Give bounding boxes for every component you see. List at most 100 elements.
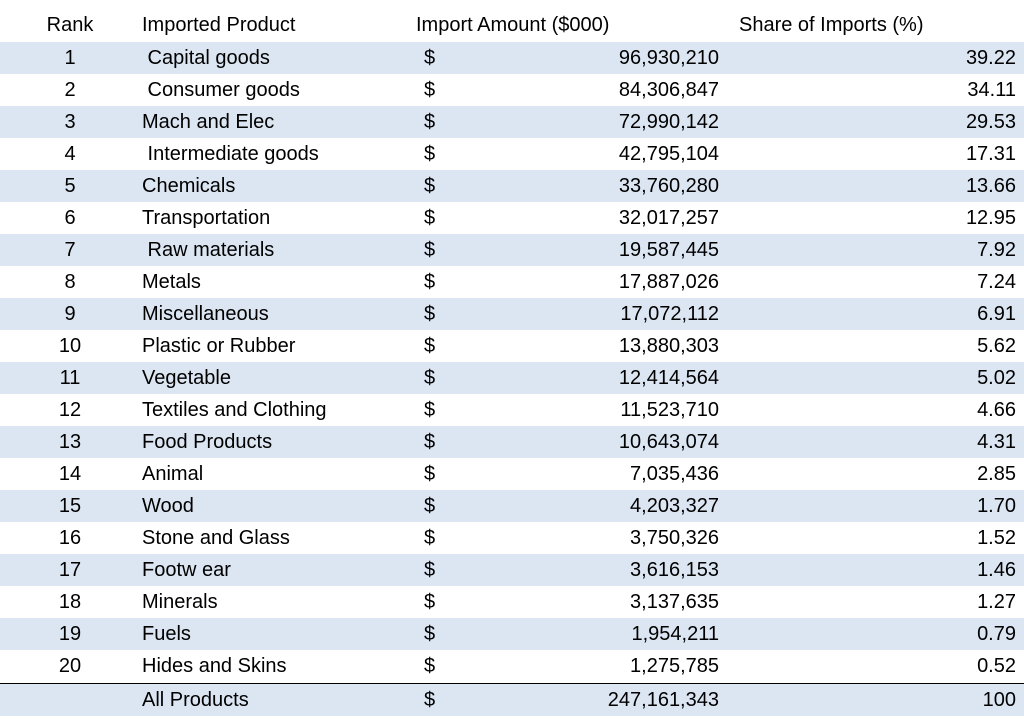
cell-import-amount: 96,930,210 [618, 47, 719, 69]
table-row: 7 Raw materials $19,587,445 7.92 [0, 234, 1024, 266]
cell-currency-symbol: $ [424, 79, 436, 101]
cell-import-amount: 32,017,257 [618, 207, 719, 229]
cell-import-amount: 1,954,211 [631, 623, 720, 645]
cell-share: 39.22 [965, 47, 1016, 69]
cell-currency-symbol: $ [424, 559, 436, 581]
cell-currency-symbol: $ [424, 175, 436, 197]
cell-share: 1.70 [977, 495, 1016, 517]
table-row: 15 Wood $4,203,327 1.70 [0, 490, 1024, 522]
cell-share: 0.52 [977, 655, 1016, 677]
cell-currency-symbol: $ [424, 47, 436, 69]
cell-rank: 12 [58, 399, 82, 421]
cell-import-amount: 10,643,074 [618, 431, 719, 453]
total-share: 100 [982, 689, 1016, 711]
total-rank [38, 684, 102, 716]
cell-import-amount: 13,880,303 [618, 335, 719, 357]
cell-share: 13.66 [965, 175, 1016, 197]
cell-share: 7.24 [977, 271, 1016, 293]
table-row: 18 Minerals $3,137,635 1.27 [0, 586, 1024, 618]
cell-product: Capital goods [142, 47, 270, 69]
cell-share: 5.62 [977, 335, 1016, 357]
cell-product: Wood [142, 495, 194, 517]
cell-share: 6.91 [977, 303, 1016, 325]
total-row: All Products $ 247,161,343 100 [0, 684, 1024, 716]
table-row: 20 Hides and Skins $1,275,785 0.52 [0, 650, 1024, 682]
cell-share: 1.27 [977, 591, 1016, 613]
cell-rank: 13 [58, 431, 82, 453]
cell-share: 1.52 [977, 527, 1016, 549]
cell-import-amount: 72,990,142 [618, 111, 719, 133]
cell-import-amount: 3,137,635 [630, 591, 719, 613]
cell-rank: 6 [64, 207, 76, 229]
table-row: 8 Metals $17,887,026 7.24 [0, 266, 1024, 298]
table-row: 11 Vegetable $12,414,564 5.02 [0, 362, 1024, 394]
cell-share: 5.02 [977, 367, 1016, 389]
cell-currency-symbol: $ [424, 303, 436, 325]
header-share-of-imports: Share of Imports (%) [739, 14, 924, 36]
total-import-amount: 247,161,343 [607, 689, 719, 711]
cell-currency-symbol: $ [424, 335, 436, 357]
cell-import-amount: 19,587,445 [618, 239, 719, 261]
table-row: 9 Miscellaneous $17,072,112 6.91 [0, 298, 1024, 330]
table-row: 13 Food Products $10,643,074 4.31 [0, 426, 1024, 458]
cell-share: 2.85 [977, 463, 1016, 485]
cell-share: 34.11 [967, 79, 1016, 101]
cell-currency-symbol: $ [424, 367, 436, 389]
cell-currency-symbol: $ [424, 143, 436, 165]
cell-import-amount: 84,306,847 [618, 79, 719, 101]
cell-rank: 17 [58, 559, 82, 581]
header-rank: Rank [46, 14, 94, 36]
cell-import-amount: 1,275,785 [630, 655, 719, 677]
cell-product: Intermediate goods [142, 143, 319, 165]
cell-currency-symbol: $ [424, 495, 436, 517]
cell-product: Metals [142, 271, 201, 293]
cell-rank: 19 [58, 623, 82, 645]
cell-product: Textiles and Clothing [142, 399, 327, 421]
cell-rank: 5 [64, 175, 76, 197]
cell-import-amount: 42,795,104 [618, 143, 719, 165]
cell-rank: 14 [58, 463, 82, 485]
cell-rank: 8 [64, 271, 76, 293]
cell-share: 12.95 [965, 207, 1016, 229]
cell-currency-symbol: $ [424, 239, 436, 261]
cell-rank: 15 [58, 495, 82, 517]
cell-currency-symbol: $ [424, 655, 436, 677]
cell-rank: 11 [59, 367, 81, 389]
cell-import-amount: 3,616,153 [630, 559, 719, 581]
cell-product: Food Products [142, 431, 273, 453]
table-row: 10 Plastic or Rubber $13,880,303 5.62 [0, 330, 1024, 362]
cell-currency-symbol: $ [424, 463, 436, 485]
cell-rank: 1 [64, 47, 76, 69]
table-row: 1 Capital goods $96,930,210 39.22 [0, 42, 1024, 74]
cell-rank: 4 [64, 143, 76, 165]
header-imported-product: Imported Product [142, 14, 296, 36]
cell-share: 29.53 [965, 111, 1016, 133]
cell-import-amount: 3,750,326 [630, 527, 719, 549]
table-row: 2 Consumer goods $84,306,847 34.11 [0, 74, 1024, 106]
cell-product: Chemicals [142, 175, 236, 197]
total-product-label: All Products [142, 689, 249, 711]
cell-product: Plastic or Rubber [142, 335, 296, 357]
table-row: 12 Textiles and Clothing $11,523,710 4.66 [0, 394, 1024, 426]
header-import-amount: Import Amount ($000) [416, 14, 610, 36]
cell-currency-symbol: $ [424, 591, 436, 613]
cell-share: 4.66 [977, 399, 1016, 421]
total-currency-symbol: $ [424, 689, 436, 711]
cell-rank: 7 [64, 239, 76, 261]
cell-rank: 2 [64, 79, 76, 101]
table-row: 16 Stone and Glass $3,750,326 1.52 [0, 522, 1024, 554]
cell-share: 0.79 [977, 623, 1016, 645]
table-row: 4 Intermediate goods $42,795,104 17.31 [0, 138, 1024, 170]
cell-share: 17.31 [965, 143, 1016, 165]
cell-product: Miscellaneous [142, 303, 269, 325]
cell-import-amount: 12,414,564 [618, 367, 719, 389]
cell-product: Vegetable [142, 367, 231, 389]
cell-product: Mach and Elec [142, 111, 275, 133]
cell-product: Footw ear [142, 559, 231, 581]
table-row: 3 Mach and Elec $72,990,142 29.53 [0, 106, 1024, 138]
cell-import-amount: 33,760,280 [618, 175, 719, 197]
cell-rank: 10 [58, 335, 82, 357]
cell-product: Fuels [142, 623, 191, 645]
cell-share: 4.31 [977, 431, 1016, 453]
